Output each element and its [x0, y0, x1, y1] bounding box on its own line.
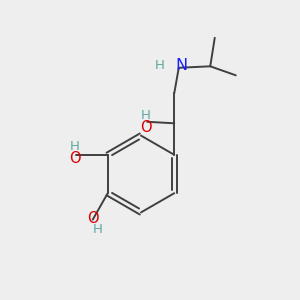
Text: O: O	[87, 211, 99, 226]
Text: H: H	[70, 140, 80, 153]
Text: H: H	[141, 109, 151, 122]
Text: H: H	[155, 59, 165, 72]
Text: O: O	[69, 151, 81, 166]
Text: H: H	[93, 223, 103, 236]
Text: O: O	[140, 120, 152, 135]
Text: N: N	[175, 58, 187, 73]
